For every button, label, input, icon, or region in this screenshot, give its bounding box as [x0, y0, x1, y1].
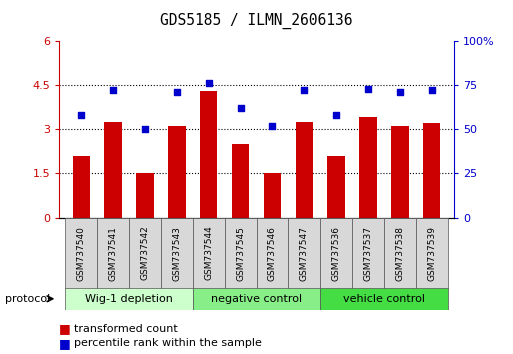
- Bar: [193, 218, 225, 289]
- Text: protocol: protocol: [5, 294, 50, 304]
- Point: [268, 123, 277, 129]
- Point: [428, 87, 436, 93]
- Bar: [391, 126, 409, 218]
- Bar: [327, 156, 345, 218]
- Bar: [200, 91, 218, 218]
- Bar: [352, 218, 384, 289]
- Bar: [384, 218, 416, 289]
- Point: [205, 80, 213, 86]
- Bar: [104, 122, 122, 218]
- Point: [141, 126, 149, 132]
- Text: GSM737543: GSM737543: [172, 225, 182, 281]
- Text: GSM737539: GSM737539: [427, 225, 436, 281]
- Text: GDS5185 / ILMN_2606136: GDS5185 / ILMN_2606136: [160, 12, 353, 29]
- Bar: [129, 218, 161, 289]
- Text: GSM737544: GSM737544: [204, 226, 213, 280]
- Text: GSM737542: GSM737542: [141, 226, 149, 280]
- Point: [77, 112, 85, 118]
- Bar: [232, 144, 249, 218]
- Point: [173, 89, 181, 95]
- Text: GSM737546: GSM737546: [268, 225, 277, 281]
- Point: [332, 112, 340, 118]
- Text: ■: ■: [59, 337, 71, 350]
- Bar: [65, 288, 193, 310]
- Bar: [136, 173, 154, 218]
- Text: Wig-1 depletion: Wig-1 depletion: [85, 294, 173, 304]
- Bar: [72, 156, 90, 218]
- Bar: [168, 126, 186, 218]
- Bar: [359, 118, 377, 218]
- Text: GSM737541: GSM737541: [109, 225, 117, 281]
- Bar: [320, 218, 352, 289]
- Text: transformed count: transformed count: [74, 324, 178, 333]
- Text: percentile rank within the sample: percentile rank within the sample: [74, 338, 262, 348]
- Bar: [264, 173, 281, 218]
- Text: GSM737536: GSM737536: [331, 225, 341, 281]
- Bar: [256, 218, 288, 289]
- Point: [236, 105, 245, 111]
- Text: vehicle control: vehicle control: [343, 294, 425, 304]
- Bar: [320, 288, 448, 310]
- Bar: [97, 218, 129, 289]
- Bar: [288, 218, 320, 289]
- Bar: [295, 122, 313, 218]
- Bar: [193, 288, 320, 310]
- Text: negative control: negative control: [211, 294, 302, 304]
- Point: [300, 87, 308, 93]
- Point: [396, 89, 404, 95]
- Text: GSM737547: GSM737547: [300, 225, 309, 281]
- Text: GSM737537: GSM737537: [364, 225, 372, 281]
- Bar: [161, 218, 193, 289]
- Bar: [225, 218, 256, 289]
- Text: ■: ■: [59, 322, 71, 335]
- Bar: [416, 218, 448, 289]
- Text: GSM737538: GSM737538: [396, 225, 404, 281]
- Text: GSM737545: GSM737545: [236, 225, 245, 281]
- Point: [364, 86, 372, 91]
- Point: [109, 87, 117, 93]
- Bar: [423, 123, 441, 218]
- Bar: [65, 218, 97, 289]
- Text: GSM737540: GSM737540: [77, 225, 86, 281]
